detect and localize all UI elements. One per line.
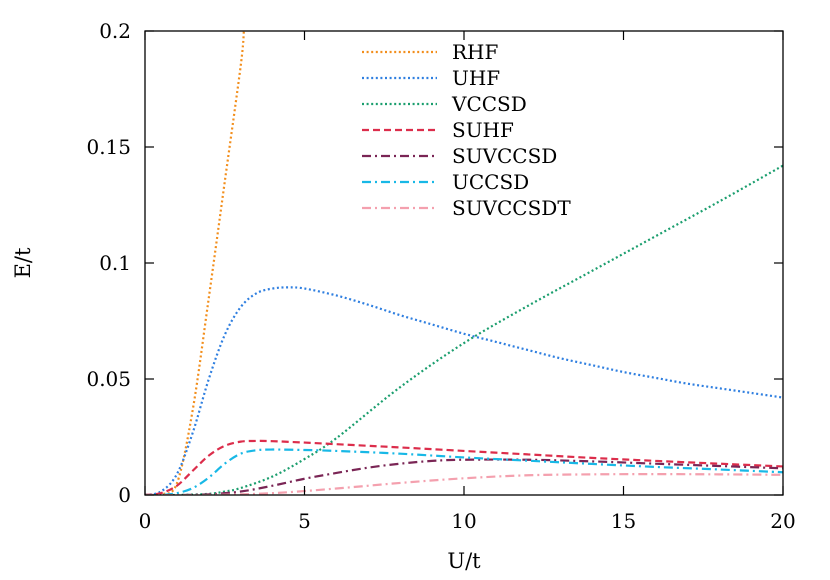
series-line-rhf <box>145 31 245 495</box>
y-tick-label: 0.05 <box>86 367 131 391</box>
x-tick-label: 5 <box>298 509 311 533</box>
legend-label: SUHF <box>452 118 514 142</box>
x-tick-label: 0 <box>139 509 152 533</box>
legend-item: SUVCCSD <box>362 144 557 168</box>
legend-label: RHF <box>452 40 499 64</box>
legend-label: SUVCCSDT <box>452 196 571 220</box>
legend-item: VCCSD <box>362 92 527 116</box>
y-tick-label: 0 <box>118 483 131 507</box>
legend-item: RHF <box>362 40 499 64</box>
x-tick-label: 15 <box>611 509 636 533</box>
series-line-suhf <box>145 439 783 495</box>
legend-label: UCCSD <box>452 170 529 194</box>
axis-ticks <box>144 30 784 496</box>
legend-item: UCCSD <box>362 170 529 194</box>
legend-label: VCCSD <box>451 92 527 116</box>
plot-lines <box>145 31 783 495</box>
legend-label: SUVCCSD <box>452 144 557 168</box>
axis-tick-labels: 0 5 10 15 20 0 0.05 0.1 0.15 0.2 <box>86 19 795 533</box>
y-tick-label: 0.2 <box>99 19 131 43</box>
y-tick-label: 0.15 <box>86 135 131 159</box>
series-line-uhf <box>145 286 783 495</box>
series-line-suvccsd <box>145 458 783 495</box>
series-line-uccsd <box>145 448 783 495</box>
legend-item: SUVCCSDT <box>362 196 571 220</box>
y-tick-label: 0.1 <box>99 251 131 275</box>
legend-item: SUHF <box>362 118 514 142</box>
x-tick-label: 20 <box>770 509 795 533</box>
series-line-vccsd <box>145 164 783 495</box>
legend-item: UHF <box>362 66 500 90</box>
y-axis-label: E/t <box>11 247 35 278</box>
x-tick-label: 10 <box>451 509 476 533</box>
legend-label: UHF <box>452 66 500 90</box>
x-axis-label: U/t <box>447 549 481 573</box>
